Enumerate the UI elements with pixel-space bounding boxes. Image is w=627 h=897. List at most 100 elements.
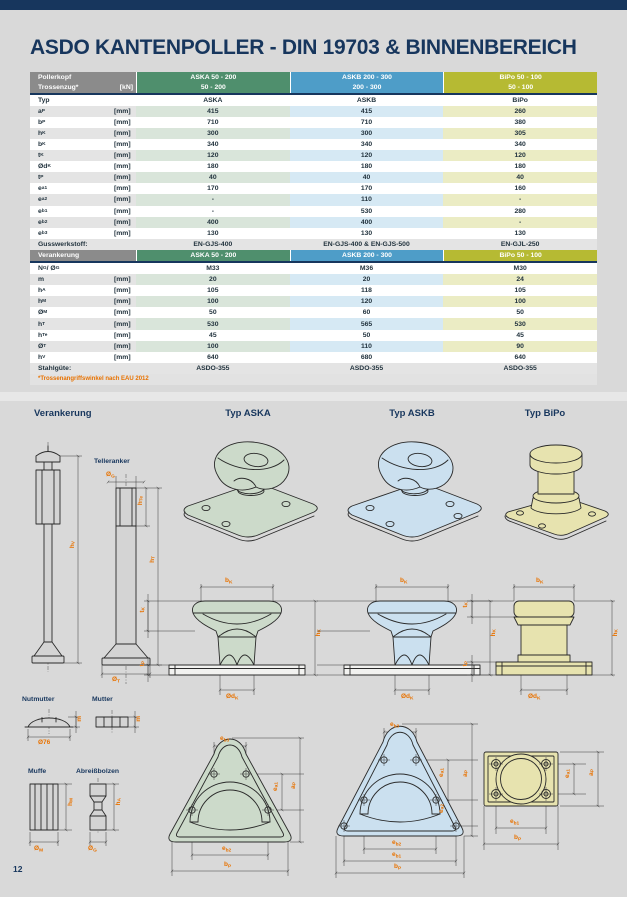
table-row: t P [mm] 40 40 40 xyxy=(30,172,597,184)
header-bipo-range: 50 - 100 xyxy=(508,83,534,91)
header-bipo-title: BiPo 50 - 100 xyxy=(499,74,542,82)
row-unit xyxy=(114,363,136,374)
cell-value: 60 xyxy=(362,309,371,317)
dim-bp: bP xyxy=(224,861,232,870)
cell-value: 640 xyxy=(207,353,219,361)
drawings-header-verankerung: Verankerung xyxy=(34,408,92,419)
cell-value: 710 xyxy=(207,118,219,126)
dim-ea1: ea1 xyxy=(438,768,446,777)
cell-value: 530 xyxy=(360,207,373,215)
dim-eb1: eb1 xyxy=(392,851,402,860)
nut-drawings: Nutmutter Mutter m m Ø76 xyxy=(18,696,160,754)
cell-value: 120 xyxy=(136,150,290,162)
cell-value: 40 xyxy=(136,172,290,184)
dim-bk: bK xyxy=(225,577,233,586)
askb-iso-drawing xyxy=(332,436,492,544)
dim-ea1: ea1 xyxy=(564,769,572,778)
row-label: e b1 xyxy=(38,207,48,215)
header-askb-range: 200 - 300 xyxy=(352,83,382,91)
dim-odk: ØdK xyxy=(528,693,541,702)
dim-og-bolt: ØG xyxy=(88,845,97,854)
cell-value: 130 xyxy=(514,229,526,237)
bipo-side xyxy=(467,584,615,695)
row-unit: [mm] xyxy=(114,274,136,286)
dim-ap: aP xyxy=(290,782,298,789)
cell-value: 530 xyxy=(136,318,290,330)
cell-value: 400 xyxy=(289,216,444,228)
cell-value: ASDO-355 xyxy=(349,364,384,372)
table-row: Stahlgüte: ASDO-355 ASDO-355 ASDO-355 xyxy=(30,362,597,374)
sleeve-bolt-schematic xyxy=(28,778,119,846)
drawings-header-askb: Typ ASKB xyxy=(389,408,435,419)
cell-value: BiPo xyxy=(512,96,528,104)
cell-value: 640 xyxy=(514,353,526,361)
dim-tk: tK xyxy=(139,607,147,613)
row-label: e a1 xyxy=(38,185,48,193)
aska-iso xyxy=(183,441,318,542)
cell-value: 340 xyxy=(207,141,219,149)
aska-side-drawing: bK hK ØdK tK tP xyxy=(139,577,325,705)
cell-value: 565 xyxy=(289,318,444,330)
dim-hk: hK xyxy=(612,629,620,637)
cell-value: 305 xyxy=(443,127,597,139)
askb-plan xyxy=(334,722,478,878)
row-label: h Te xyxy=(38,331,48,339)
cell-value: 680 xyxy=(360,353,373,361)
row-unit xyxy=(114,95,136,106)
row-unit: [mm] xyxy=(114,194,136,206)
drawings-header-bipo: Typ BiPo xyxy=(524,408,566,419)
cell-value: 120 xyxy=(443,150,597,162)
dim-hte: hTe xyxy=(137,496,145,506)
row-unit: [mm] xyxy=(114,118,131,126)
nut-schematic xyxy=(24,709,139,741)
row-unit: [mm] xyxy=(114,318,136,330)
cell-value: 170 xyxy=(360,185,373,193)
dim-ha: hA xyxy=(115,798,123,806)
row-label: e b2 xyxy=(30,216,114,228)
table-row: e b1 [mm] - 530 280 xyxy=(30,205,597,217)
row-label: e a2 xyxy=(30,194,114,206)
header-trossenzug: Trossenzug* xyxy=(38,83,79,91)
pollerkopf-rows: Typ ASKA ASKB BiPo a P [mm] 415 415 260 b P [mm] 710 7… xyxy=(30,94,597,250)
cell-value: - xyxy=(443,194,597,206)
table-row: a P [mm] 415 415 260 xyxy=(30,105,597,117)
cell-value: 170 xyxy=(207,185,219,193)
cell-value: 130 xyxy=(207,229,219,237)
row-unit: [mm] xyxy=(114,207,131,215)
row-unit: [mm] xyxy=(114,309,131,317)
bipo-iso-drawing xyxy=(478,438,627,544)
dim-eb1: eb1 xyxy=(510,818,520,827)
cell-value: 24 xyxy=(443,274,597,286)
row-unit: [mm] xyxy=(114,229,131,237)
cell-value: - xyxy=(443,216,597,228)
muffe-label: Muffe xyxy=(28,768,47,775)
row-unit: [mm] xyxy=(114,340,136,352)
anchor-schematic xyxy=(31,442,162,684)
dim-ea2: ea2 xyxy=(438,804,446,813)
table-row: m [mm] 20 20 24 xyxy=(30,274,597,286)
bipo-side-drawing: bK hK ØdK tK tP xyxy=(462,577,622,705)
table-row: e b3 [mm] 130 130 130 xyxy=(30,227,597,239)
anchor-header-bipo: BiPo 50 - 100 xyxy=(443,249,597,262)
dim-bp: bP xyxy=(394,863,402,872)
table-row: e a2 [mm] -110- xyxy=(30,194,597,206)
cell-value: 100 xyxy=(136,340,290,352)
dim-d76: Ø76 xyxy=(38,739,51,746)
table-row: h K [mm] 300 300 305 xyxy=(30,127,597,139)
dim-ea1: ea1 xyxy=(272,782,280,791)
cell-value: 120 xyxy=(289,150,444,162)
row-label: Gusswerkstoff: xyxy=(38,240,88,248)
dim-ap: aP xyxy=(588,769,596,776)
row-unit: [mm] xyxy=(114,105,136,117)
header-col-bipo: BiPo 50 - 100 50 - 100 xyxy=(443,72,597,93)
top-navy-bar xyxy=(0,0,627,10)
header-pollerkopf: Pollerkopf xyxy=(38,74,72,82)
dim-ht: hT xyxy=(149,556,157,563)
table-row: e b2 [mm] 400 400- xyxy=(30,216,597,228)
header-verankerung: Verankerung xyxy=(30,249,136,262)
dim-tk: tK xyxy=(462,602,470,608)
